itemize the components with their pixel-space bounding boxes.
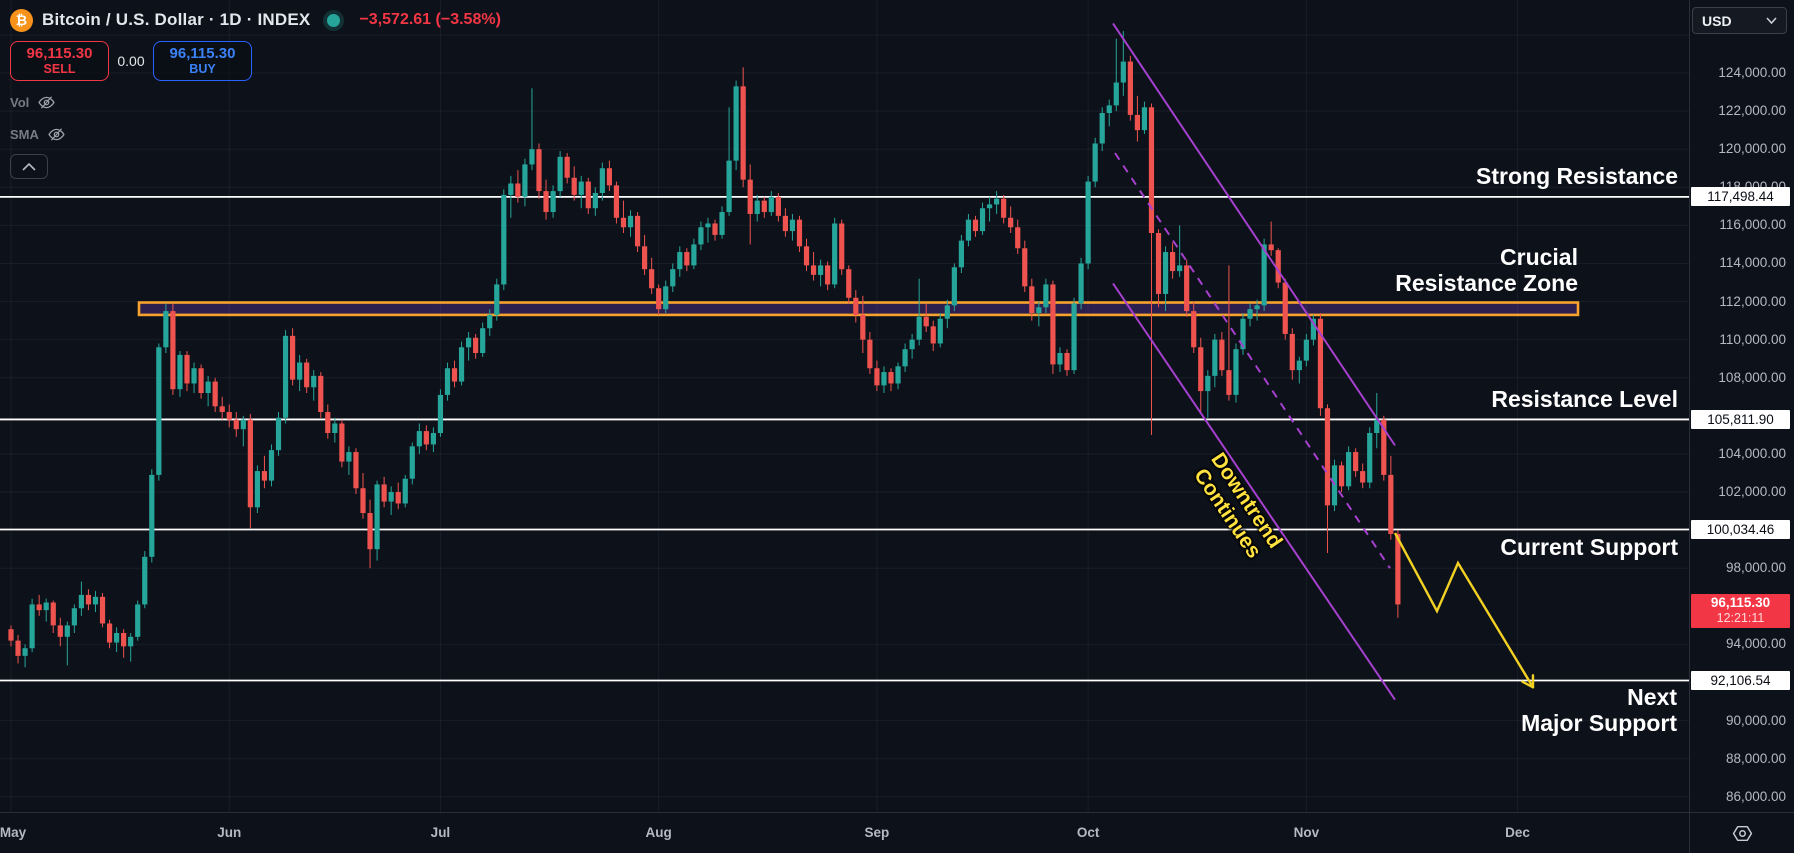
chart-area[interactable]: ₿ Bitcoin / U.S. Dollar · 1D · INDEX −3,… xyxy=(0,0,1689,812)
symbol-row: ₿ Bitcoin / U.S. Dollar · 1D · INDEX −3,… xyxy=(10,6,501,34)
annotation-next-major-support: Next Major Support xyxy=(1521,684,1677,736)
sell-price: 96,115.30 xyxy=(27,45,93,62)
annotation-resistance-level: Resistance Level xyxy=(1491,386,1678,412)
annotation-crucial-resistance-zone: Crucial Resistance Zone xyxy=(1395,244,1578,296)
buy-button[interactable]: 96,115.30 BUY xyxy=(153,41,252,81)
price-axis[interactable]: 124,000.00122,000.00120,000.00118,000.00… xyxy=(1689,0,1794,812)
month-label[interactable]: Sep xyxy=(865,825,890,840)
price-tick-label: 104,000.00 xyxy=(1690,446,1786,461)
countdown-timer: 12:21:11 xyxy=(1691,611,1790,626)
price-tick-label: 116,000.00 xyxy=(1690,217,1786,232)
price-tick-label: 120,000.00 xyxy=(1690,141,1786,156)
price-tick-label: 102,000.00 xyxy=(1690,484,1786,499)
price-tick-label: 98,000.00 xyxy=(1690,560,1786,575)
volume-indicator-row: Vol xyxy=(10,91,501,113)
currency-selector[interactable]: USD xyxy=(1692,7,1787,34)
price-tick-label: 122,000.00 xyxy=(1690,103,1786,118)
bitcoin-icon: ₿ xyxy=(10,9,33,32)
sma-label[interactable]: SMA xyxy=(10,127,39,142)
eye-off-icon[interactable] xyxy=(48,126,65,143)
month-label[interactable]: Oct xyxy=(1077,825,1100,840)
month-label[interactable]: Nov xyxy=(1294,825,1320,840)
currency-value: USD xyxy=(1702,13,1732,29)
month-label[interactable]: Dec xyxy=(1505,825,1530,840)
trade-buttons-row: 96,115.30 SELL 0.00 96,115.30 BUY xyxy=(10,41,501,81)
price-tick-label: 90,000.00 xyxy=(1690,713,1786,728)
sell-button[interactable]: 96,115.30 SELL xyxy=(10,41,109,81)
sma-indicator-row: SMA xyxy=(10,123,501,145)
vol-label[interactable]: Vol xyxy=(10,95,29,110)
price-tick-label: 86,000.00 xyxy=(1690,789,1786,804)
month-label[interactable]: Jun xyxy=(217,825,241,840)
spread-value: 0.00 xyxy=(109,53,153,69)
chart-header: ₿ Bitcoin / U.S. Dollar · 1D · INDEX −3,… xyxy=(10,6,501,179)
annotation-strong-resistance: Strong Resistance xyxy=(1476,163,1678,189)
price-tick-label: 108,000.00 xyxy=(1690,370,1786,385)
buy-label: BUY xyxy=(189,62,215,76)
price-tick-label: 94,000.00 xyxy=(1690,636,1786,651)
last-price-badge: 96,115.30 12:21:11 xyxy=(1691,594,1790,628)
price-tick-label: 88,000.00 xyxy=(1690,751,1786,766)
market-status-icon xyxy=(327,14,340,27)
price-badge-next-major-support: 92,106.54 xyxy=(1691,671,1790,690)
collapse-indicators-button[interactable] xyxy=(10,154,48,179)
symbol-title[interactable]: Bitcoin / U.S. Dollar · 1D · INDEX xyxy=(42,10,310,30)
price-tick-label: 110,000.00 xyxy=(1690,332,1786,347)
price-tick-label: 114,000.00 xyxy=(1690,255,1786,270)
sell-label: SELL xyxy=(44,62,76,76)
time-axis[interactable]: May Jun Jul Aug Sep Oct Nov Dec xyxy=(0,812,1794,853)
axis-settings-corner[interactable] xyxy=(1689,813,1794,853)
annotation-current-support: Current Support xyxy=(1500,534,1678,560)
axis-settings-icon xyxy=(1732,823,1753,844)
price-badge-strong-resistance: 117,498.44 xyxy=(1691,187,1790,206)
price-tick-label: 112,000.00 xyxy=(1690,294,1786,309)
price-tick-label: 124,000.00 xyxy=(1690,65,1786,80)
buy-price: 96,115.30 xyxy=(170,45,236,62)
month-label[interactable]: May xyxy=(0,825,26,840)
month-label[interactable]: Aug xyxy=(646,825,672,840)
price-badge-resistance-level: 105,811.90 xyxy=(1691,410,1790,429)
price-badge-current-support: 100,034.46 xyxy=(1691,520,1790,539)
eye-off-icon[interactable] xyxy=(38,94,55,111)
month-label[interactable]: Jul xyxy=(431,825,451,840)
chevron-down-icon xyxy=(1766,17,1777,24)
last-price: 96,115.30 xyxy=(1691,594,1790,611)
price-change: −3,572.61 (−3.58%) xyxy=(359,11,500,29)
